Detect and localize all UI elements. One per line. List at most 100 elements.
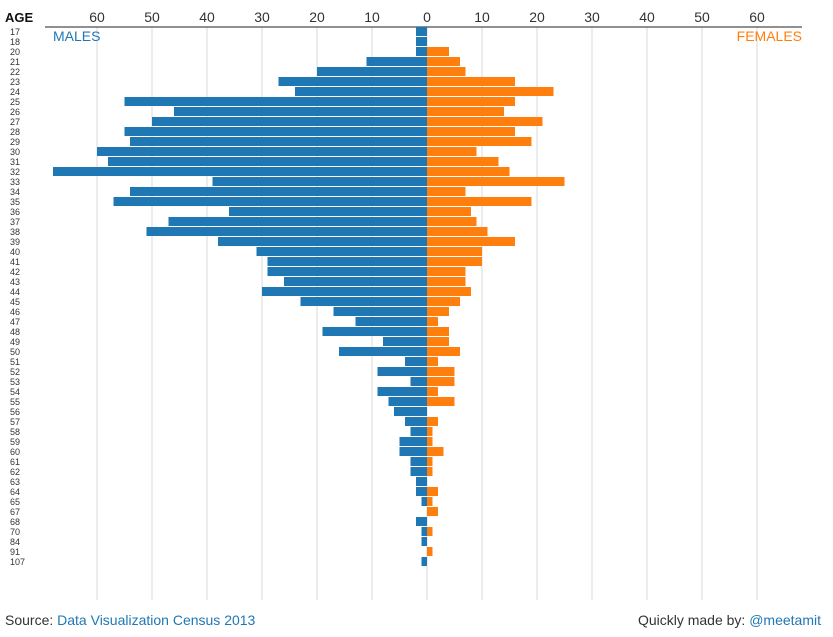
male-bar	[124, 127, 427, 136]
age-label: 32	[10, 167, 20, 177]
male-bar	[113, 197, 427, 206]
female-bar	[427, 387, 438, 396]
age-label: 62	[10, 467, 20, 477]
male-bar	[410, 467, 427, 476]
male-bar	[229, 207, 427, 216]
female-bar	[427, 427, 433, 436]
female-bar	[427, 277, 466, 286]
male-bar	[416, 487, 427, 496]
age-label: 25	[10, 97, 20, 107]
male-bar	[410, 457, 427, 466]
male-bar	[256, 247, 427, 256]
x-tick-label: 10	[364, 9, 380, 25]
age-label: 38	[10, 227, 20, 237]
male-bar	[278, 77, 427, 86]
credit-footer: Quickly made by: @meetamit	[638, 612, 821, 628]
female-bar	[427, 227, 488, 236]
male-bar	[421, 537, 427, 546]
age-label: 68	[10, 517, 20, 527]
female-bar	[427, 47, 449, 56]
age-label: 84	[10, 537, 20, 547]
male-bar	[399, 447, 427, 456]
male-bar	[267, 267, 427, 276]
age-label: 55	[10, 397, 20, 407]
female-bar	[427, 327, 449, 336]
male-bar	[146, 227, 427, 236]
legend-males: MALES	[53, 28, 100, 44]
x-tick-label: 30	[584, 9, 600, 25]
source-link[interactable]: Data Visualization Census 2013	[57, 612, 256, 628]
age-label: 17	[10, 27, 20, 37]
age-label: 44	[10, 287, 20, 297]
male-bar	[168, 217, 427, 226]
male-bar	[295, 87, 427, 96]
age-label: 51	[10, 357, 20, 367]
x-tick-label: 60	[749, 9, 765, 25]
male-bar	[421, 557, 427, 566]
female-bar	[427, 337, 449, 346]
male-bar	[410, 377, 427, 386]
female-bar	[427, 137, 532, 146]
age-label: 64	[10, 487, 20, 497]
female-bar	[427, 187, 466, 196]
female-bar	[427, 207, 471, 216]
male-bar	[416, 27, 427, 36]
legend-females: FEMALES	[737, 28, 802, 44]
credit-label: Quickly made by:	[637, 612, 750, 628]
credit-link[interactable]: @meetamit	[749, 612, 821, 628]
age-label: 67	[10, 507, 20, 517]
male-bar	[416, 477, 427, 486]
female-bar	[427, 217, 477, 226]
male-bar	[284, 277, 427, 286]
age-label: 40	[10, 247, 20, 257]
age-label: 70	[10, 527, 20, 537]
male-bar	[416, 517, 427, 526]
female-bar	[427, 97, 515, 106]
age-label: 65	[10, 497, 20, 507]
male-bar	[405, 417, 427, 426]
age-label: 53	[10, 377, 20, 387]
x-tick-label: 30	[254, 9, 270, 25]
male-bar	[388, 397, 427, 406]
male-bar	[410, 427, 427, 436]
male-bar	[300, 297, 427, 306]
female-bar	[427, 197, 532, 206]
male-bar	[416, 37, 427, 46]
age-label: 24	[10, 87, 20, 97]
age-label: 49	[10, 337, 20, 347]
age-label: 50	[10, 347, 20, 357]
female-bar	[427, 487, 438, 496]
male-bar	[97, 147, 427, 156]
female-bar	[427, 417, 438, 426]
male-bar	[174, 107, 427, 116]
x-tick-label: 20	[529, 9, 545, 25]
female-bar	[427, 77, 515, 86]
female-bar	[427, 87, 554, 96]
age-label: 61	[10, 457, 20, 467]
male-bar	[317, 67, 427, 76]
age-label: 63	[10, 477, 20, 487]
age-label: 107	[10, 557, 25, 567]
female-bar	[427, 167, 510, 176]
female-bar	[427, 147, 477, 156]
female-bar	[427, 257, 482, 266]
x-tick-label: 20	[309, 9, 325, 25]
age-label: 41	[10, 257, 20, 267]
age-label: 28	[10, 127, 20, 137]
age-label: 42	[10, 267, 20, 277]
male-bar	[394, 407, 427, 416]
age-label: 59	[10, 437, 20, 447]
age-label: 26	[10, 107, 20, 117]
male-bar	[366, 57, 427, 66]
x-tick-label: 10	[474, 9, 490, 25]
male-bar	[421, 497, 427, 506]
x-tick-label: 0	[423, 9, 431, 25]
age-label: 45	[10, 297, 20, 307]
age-label: 39	[10, 237, 20, 247]
age-label: 37	[10, 217, 20, 227]
female-bar	[427, 457, 433, 466]
male-bar	[152, 117, 427, 126]
age-label: 60	[10, 447, 20, 457]
age-label: 22	[10, 67, 20, 77]
female-bar	[427, 177, 565, 186]
